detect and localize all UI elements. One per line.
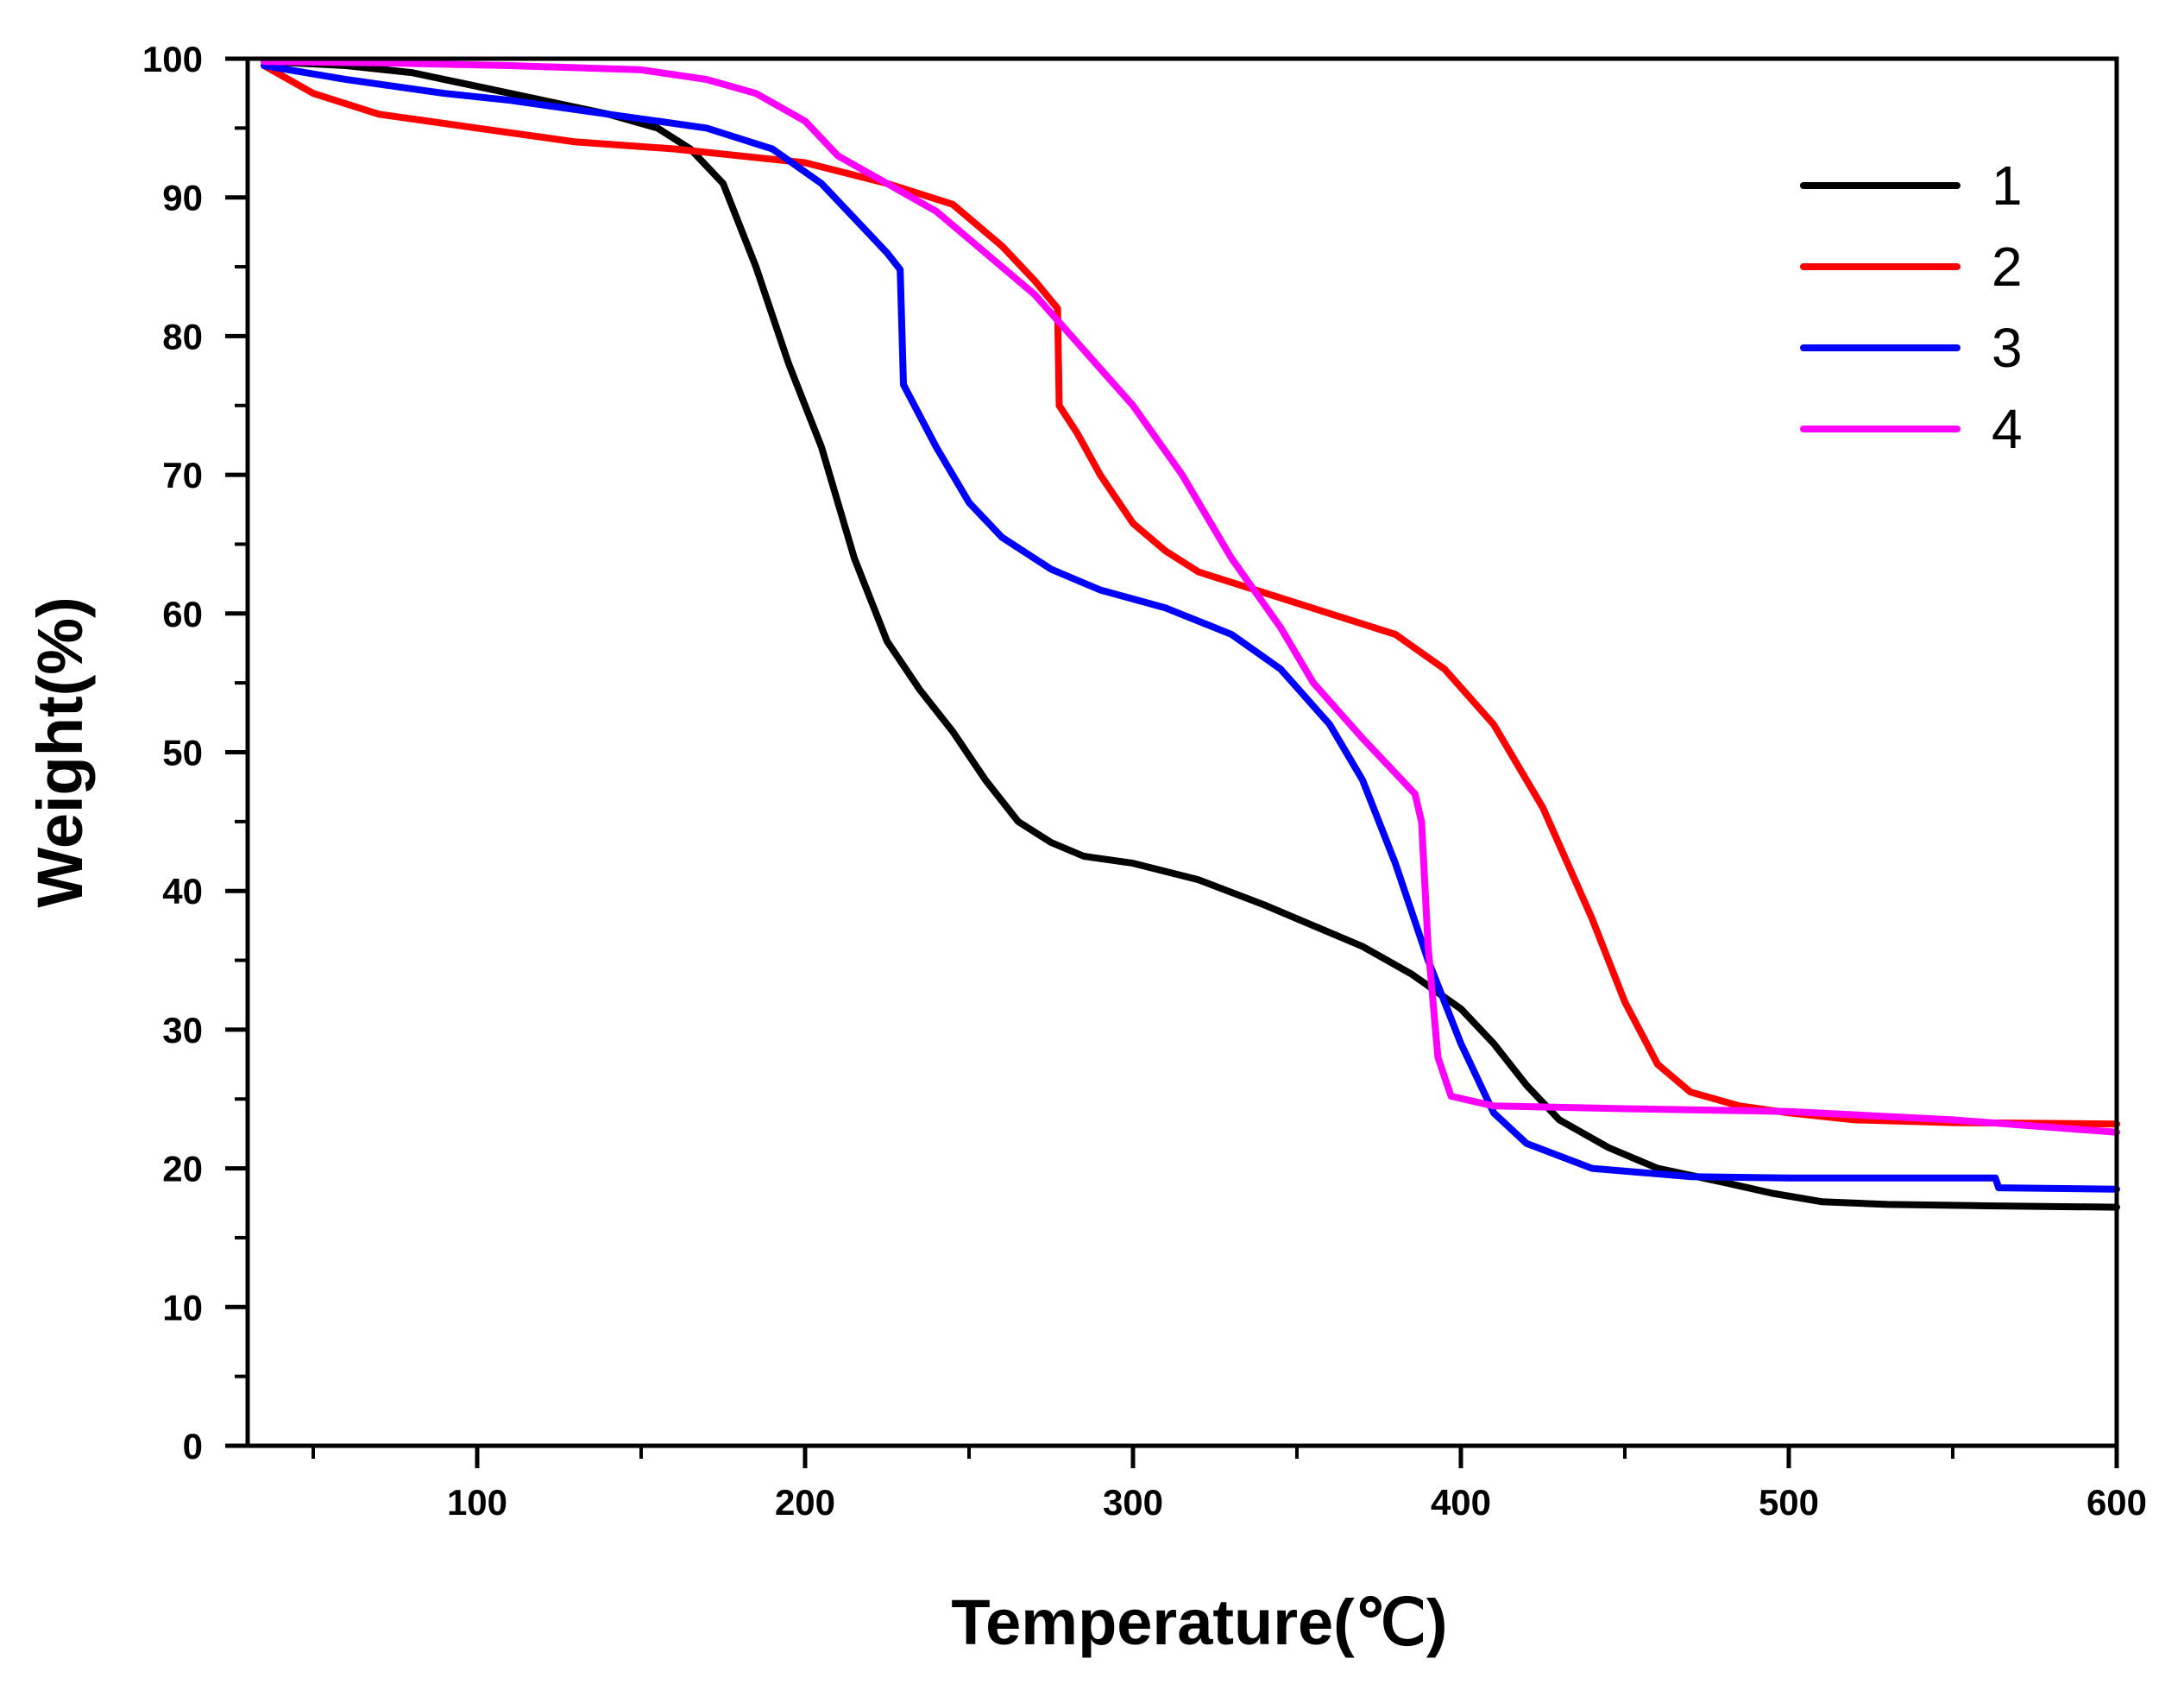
legend: 1 2 3 4 [1800,155,2023,460]
x-tick-label: 300 [1103,1482,1163,1523]
y-tick-label: 0 [183,1426,203,1466]
legend-label-3: 3 [1992,317,2023,379]
x-tick-label: 600 [2086,1482,2147,1523]
series-layer [261,58,2120,1211]
series-line-4 [261,58,2120,1136]
y-tick-label: 100 [142,39,203,79]
legend-label-2: 2 [1992,236,2023,298]
series-line-2 [261,62,2120,1128]
y-tick-label: 40 [162,871,203,911]
legend-label-4: 4 [1992,398,2023,460]
x-tick-label: 200 [775,1482,835,1523]
y-tick-label: 20 [162,1149,203,1189]
series-line-3 [261,62,2120,1193]
y-tick-label: 90 [162,178,203,218]
y-axis-title: Weight(%) [24,596,96,907]
legend-label-1: 1 [1992,155,2023,217]
x-tick-label: 500 [1759,1482,1819,1523]
y-tick-label: 30 [162,1010,203,1050]
y-tick-label: 50 [162,733,203,773]
series-line-1 [261,58,2120,1211]
y-tick-label: 80 [162,316,203,356]
x-tick-label: 400 [1431,1482,1491,1523]
ticks-layer: 100 200 300 400 500 600 0 10 20 30 40 50 60 70 80 90 100 [142,39,2147,1523]
x-tick-label: 100 [447,1482,507,1523]
x-axis-title: Temperature(℃) [951,1586,1447,1658]
y-tick-label: 60 [162,594,203,634]
y-tick-label: 70 [162,455,203,495]
y-tick-label: 10 [162,1287,203,1328]
